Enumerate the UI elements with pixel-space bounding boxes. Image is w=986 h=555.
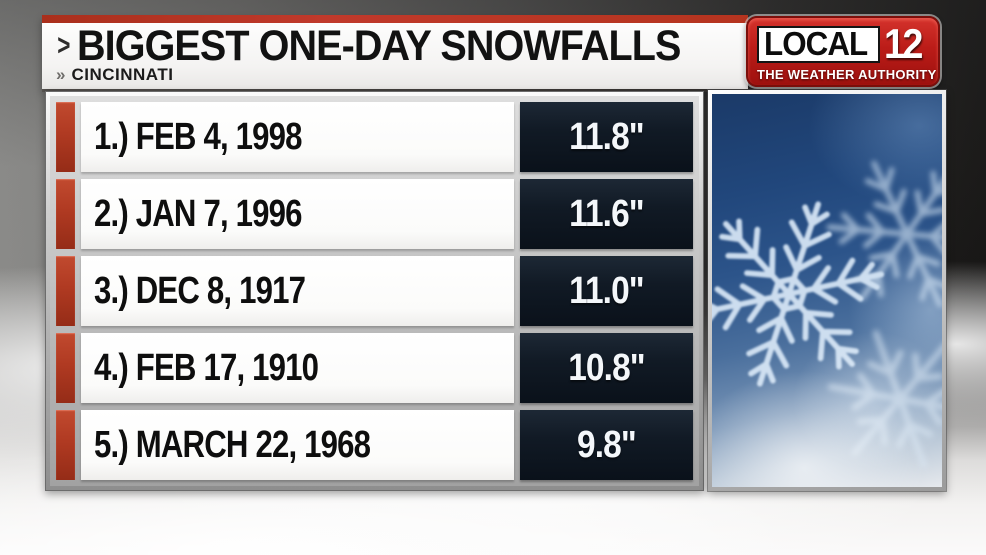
rank-accent-bar [56,102,75,172]
station-name: LOCAL [764,25,868,62]
station-logo-top: LOCAL 12 [757,20,929,67]
row-date-cell: 2.) JAN 7, 1996 [81,179,514,249]
row-label: 5.) MARCH 22, 1968 [94,423,371,466]
row-date-cell: 5.) MARCH 22, 1968 [81,410,514,480]
row-value-cell: 11.0" [520,256,693,326]
table-row: 2.) JAN 7, 1996 11.6" [56,179,693,249]
row-label: 2.) JAN 7, 1996 [94,192,302,235]
double-chevron-icon: » [56,65,66,84]
rank-accent-bar [56,179,75,249]
header-subtitle-row: » CINCINNATI [42,65,748,85]
rank-accent-bar [56,256,75,326]
location-label: CINCINNATI [71,65,174,84]
table-row: 5.) MARCH 22, 1968 9.8" [56,410,693,480]
row-date-cell: 3.) DEC 8, 1917 [81,256,514,326]
header-banner: > BIGGEST ONE-DAY SNOWFALLS » CINCINNATI [42,15,748,89]
row-label: 1.) FEB 4, 1998 [94,115,302,158]
snowfall-table-frame: 1.) FEB 4, 1998 11.8" 2.) JAN 7, 1996 11… [45,91,704,491]
photo-haze-overlay [712,94,942,487]
table-row: 3.) DEC 8, 1917 11.0" [56,256,693,326]
header-red-top-bar [42,15,748,23]
station-logo: LOCAL 12 THE WEATHER AUTHORITY [746,16,940,87]
snowflake-photo [712,94,942,487]
station-tagline: THE WEATHER AUTHORITY [757,67,937,82]
chevron-right-icon: > [57,29,71,62]
snowfall-table: 1.) FEB 4, 1998 11.8" 2.) JAN 7, 1996 11… [50,96,699,486]
snowfall-value: 11.6" [569,192,645,235]
row-value-cell: 11.8" [520,102,693,172]
row-date-cell: 4.) FEB 17, 1910 [81,333,514,403]
table-row: 4.) FEB 17, 1910 10.8" [56,333,693,403]
table-row: 1.) FEB 4, 1998 11.8" [56,102,693,172]
snowfall-value: 10.8" [568,346,645,389]
row-value-cell: 9.8" [520,410,693,480]
page-title: BIGGEST ONE-DAY SNOWFALLS [76,21,681,70]
rank-accent-bar [56,410,75,480]
station-name-box: LOCAL [757,25,880,63]
row-value-cell: 10.8" [520,333,693,403]
row-label: 3.) DEC 8, 1917 [94,269,306,312]
snowfall-value: 11.8" [569,115,645,158]
rank-accent-bar [56,333,75,403]
row-label: 4.) FEB 17, 1910 [94,346,319,389]
photo-panel-frame [708,90,946,491]
header-title-row: > BIGGEST ONE-DAY SNOWFALLS [42,22,748,70]
row-date-cell: 1.) FEB 4, 1998 [81,102,514,172]
channel-number: 12 [883,20,923,67]
snowfall-value: 9.8" [577,423,637,466]
snowfall-value: 11.0" [569,269,645,312]
row-value-cell: 11.6" [520,179,693,249]
